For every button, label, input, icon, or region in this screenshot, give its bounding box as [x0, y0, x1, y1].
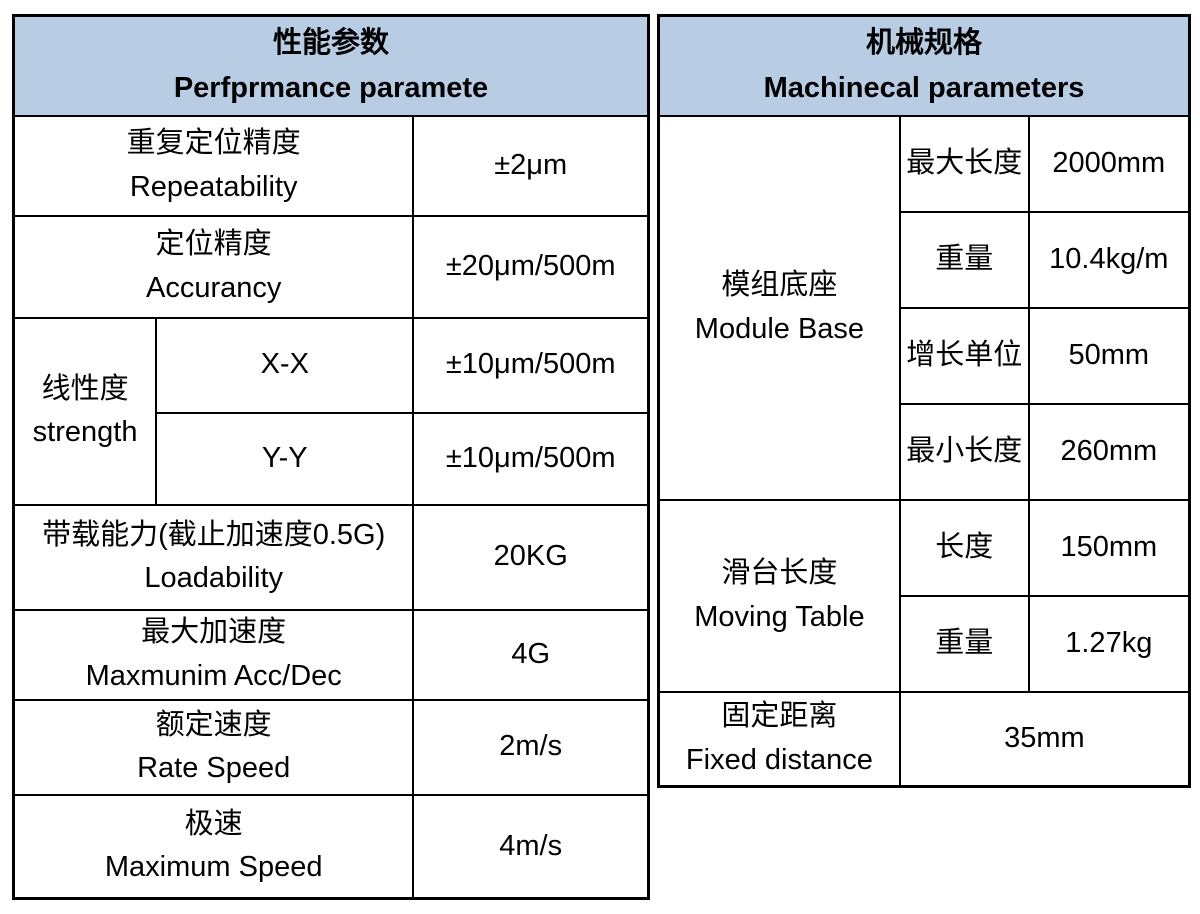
linearity-yy-value: ±10μm/500m	[412, 411, 650, 506]
module-base-label-en: Module Base	[694, 312, 865, 345]
table-row: 最大加速度 Maxmunim Acc/Dec 4G	[12, 608, 650, 701]
linearity-xx-value: ±10μm/500m	[412, 316, 650, 414]
fixed-distance-label-zh: 固定距离	[721, 700, 838, 733]
linearity-label-en: strength	[32, 416, 138, 448]
performance-table: 性能参数 Perfprmance paramete 重复定位精度 Repeata…	[12, 14, 650, 900]
fixed-distance-value: 35mm	[898, 690, 1191, 788]
module-base-weight-value: 10.4kg/m	[1027, 210, 1191, 309]
linearity-xx-axis: X-X	[155, 316, 415, 414]
module-base-min-length-value: 260mm	[1027, 402, 1191, 501]
module-base-increment-param: 增长单位	[898, 306, 1030, 405]
table-row: 线性度 strength X-X ±10μm/500m	[12, 316, 650, 506]
accuracy-label-zh: 定位精度	[155, 228, 272, 260]
max-speed-label-zh: 极速	[184, 807, 243, 840]
moving-table-length-param: 长度	[898, 498, 1030, 597]
moving-table-weight-value: 1.27kg	[1027, 594, 1191, 693]
table-row: 重量 10.4kg/m	[659, 210, 1191, 309]
max-speed-value: 4m/s	[412, 793, 650, 900]
fixed-distance-label-en: Fixed distance	[685, 743, 873, 776]
loadability-value: 20KG	[412, 503, 650, 611]
table-row: 额定速度 Rate Speed 2m/s	[12, 698, 650, 796]
table-row: 增长单位 50mm	[659, 306, 1191, 405]
repeatability-label-en: Repeatability	[129, 170, 298, 203]
table-row: 滑台长度 Moving Table 长度 150mm	[657, 498, 1191, 693]
loadability-label-en: Loadability	[144, 562, 283, 594]
table-row: 重复定位精度 Repeatability ±2μm	[12, 114, 650, 217]
moving-table-label-zh: 滑台长度	[721, 557, 838, 589]
repeatability-value: ±2μm	[412, 114, 650, 217]
mechanical-title-en: Machinecal parameters	[763, 71, 1085, 104]
table-row: 模组底座 Module Base 最大长度 2000mm	[657, 114, 1191, 501]
accuracy-label: 定位精度 Accurancy	[12, 214, 415, 319]
repeatability-label: 重复定位精度 Repeatability	[12, 114, 415, 217]
linearity-label: 线性度 strength	[12, 316, 158, 506]
max-speed-label: 极速 Maximum Speed	[12, 793, 415, 900]
max-acc-label-zh: 最大加速度	[141, 616, 287, 648]
table-row: 定位精度 Accurancy ±20μm/500m	[12, 214, 650, 319]
fixed-distance-label: 固定距离 Fixed distance	[657, 690, 901, 788]
max-acc-label-en: Maxmunim Acc/Dec	[85, 659, 342, 692]
table-row: 固定距离 Fixed distance 35mm	[657, 690, 1191, 788]
table-row: 带载能力(截止加速度0.5G) Loadability 20KG	[12, 503, 650, 611]
module-base-increment-value: 50mm	[1027, 306, 1191, 405]
module-base-label: 模组底座 Module Base	[657, 114, 901, 501]
module-base-weight-param: 重量	[898, 210, 1030, 309]
repeatability-label-zh: 重复定位精度	[126, 127, 301, 159]
moving-table-label: 滑台长度 Moving Table	[657, 498, 901, 693]
module-base-label-zh: 模组底座	[721, 269, 838, 301]
table-row: 极速 Maximum Speed 4m/s	[12, 793, 650, 900]
accuracy-value: ±20μm/500m	[412, 214, 650, 319]
rate-speed-label-en: Rate Speed	[137, 752, 291, 784]
mechanical-title-zh: 机械规格	[865, 26, 982, 59]
module-base-max-length-value: 2000mm	[1027, 114, 1191, 213]
performance-title-zh: 性能参数	[272, 26, 389, 59]
rate-speed-label: 额定速度 Rate Speed	[12, 698, 415, 796]
mechanical-table-header: 机械规格 Machinecal parameters	[657, 14, 1191, 117]
loadability-label-zh: 带载能力(截止加速度0.5G)	[42, 518, 386, 551]
accuracy-label-en: Accurancy	[145, 271, 282, 304]
moving-table-length-value: 150mm	[1027, 498, 1191, 597]
module-base-min-length-param: 最小长度	[898, 402, 1030, 501]
rate-speed-value: 2m/s	[412, 698, 650, 796]
table-row: Y-Y ±10μm/500m	[14, 411, 650, 506]
max-acc-label: 最大加速度 Maxmunim Acc/Dec	[12, 608, 415, 701]
moving-table-weight-param: 重量	[898, 594, 1030, 693]
mechanical-table: 机械规格 Machinecal parameters 模组底座 Module B…	[657, 14, 1191, 788]
loadability-label: 带载能力(截止加速度0.5G) Loadability	[12, 503, 415, 611]
linearity-yy-axis: Y-Y	[155, 411, 415, 506]
module-base-max-length-param: 最大长度	[898, 114, 1030, 213]
table-row: 重量 1.27kg	[659, 594, 1191, 693]
max-speed-label-en: Maximum Speed	[104, 851, 323, 884]
rate-speed-label-zh: 额定速度	[155, 708, 272, 741]
performance-table-header: 性能参数 Perfprmance paramete	[12, 14, 650, 117]
table-row: 最小长度 260mm	[659, 402, 1191, 501]
moving-table-label-en: Moving Table	[694, 600, 865, 633]
max-acc-value: 4G	[412, 608, 650, 701]
linearity-label-zh: 线性度	[41, 372, 129, 405]
performance-title-en: Perfprmance paramete	[173, 71, 489, 104]
